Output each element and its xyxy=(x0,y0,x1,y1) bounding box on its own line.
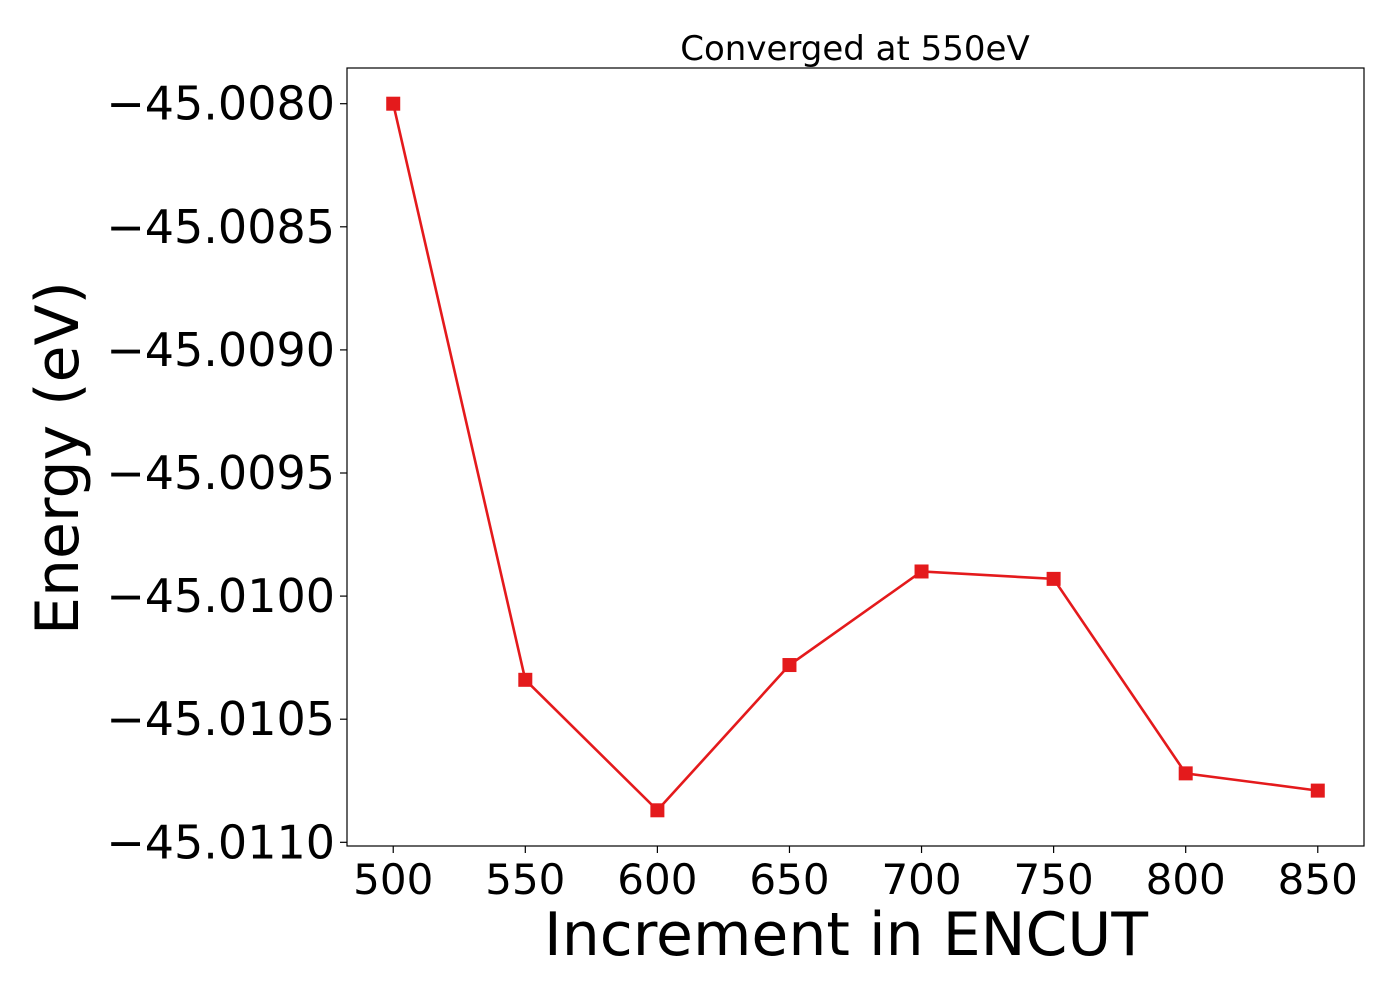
series-line xyxy=(391,103,1318,813)
x-tick-label: 550 xyxy=(485,855,565,904)
y-axis: −45.0080 −45.0085 −45.0090 −45.0095 −45.0100… xyxy=(106,77,347,869)
chart-title: Converged at 550eV xyxy=(680,29,1029,69)
y-tick-label: −45.0100 xyxy=(106,569,335,623)
y-tick-label: −45.0095 xyxy=(106,446,335,500)
data-point-marker xyxy=(1178,766,1193,781)
y-tick-label: −45.0080 xyxy=(106,77,335,131)
data-point-marker xyxy=(1046,571,1061,586)
y-axis-label: Energy (eV) xyxy=(23,281,93,635)
x-tick-label: 850 xyxy=(1278,855,1358,904)
x-tick-label: 800 xyxy=(1146,855,1226,904)
data-point-marker xyxy=(914,564,929,579)
x-tick-label: 700 xyxy=(881,855,961,904)
data-point-marker xyxy=(782,658,797,673)
plot-area xyxy=(346,67,1365,847)
y-tick-label: −45.0085 xyxy=(106,200,335,254)
data-point-marker xyxy=(650,803,665,818)
data-point-marker xyxy=(518,672,533,687)
y-tick-label: −45.0105 xyxy=(106,692,335,746)
x-tick-label: 650 xyxy=(749,855,829,904)
data-point-marker xyxy=(1310,783,1325,798)
x-tick-label: 600 xyxy=(617,855,697,904)
x-tick-label: 750 xyxy=(1014,855,1094,904)
x-axis: 500 550 600 650 700 750 800 850 xyxy=(353,846,1358,904)
x-axis-label: Increment in ENCUT xyxy=(544,900,1148,970)
x-tick-label: 500 xyxy=(353,855,433,904)
data-point-marker xyxy=(386,96,401,111)
y-tick-label: −45.0090 xyxy=(106,323,335,377)
y-tick-label: −45.0110 xyxy=(106,815,335,869)
series-layer xyxy=(386,96,1325,818)
